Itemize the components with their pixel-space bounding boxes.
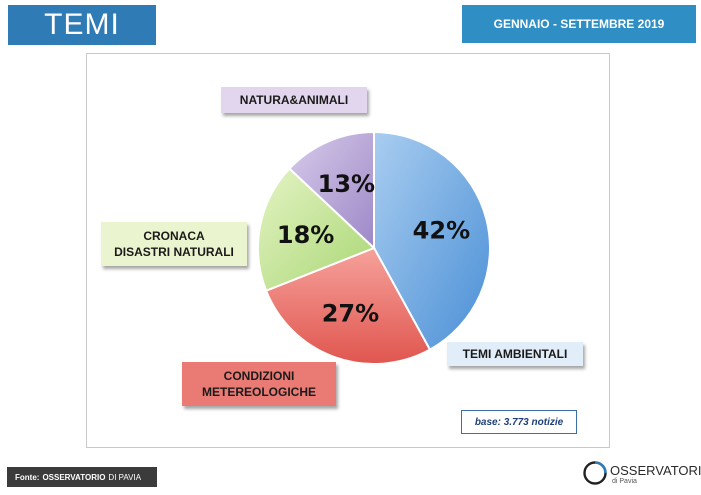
- slice-temi-ambientali: [373, 130, 491, 352]
- period-label: GENNAIO - SETTEMBRE 2019: [462, 5, 696, 43]
- slice-natura-animali: [288, 130, 375, 251]
- slice-condizioni-meteo: [264, 246, 432, 365]
- slice-cronaca-disastri-value: 18%: [277, 221, 334, 249]
- label-condizioni-line1: CONDIZIONI: [223, 369, 295, 383]
- slice-temi-ambientali-value: 42%: [413, 217, 470, 245]
- slice-condizioni-meteo-value: 27%: [322, 299, 379, 327]
- source-credit: Fonte: OSSERVATORIO DI PAVIA: [7, 467, 157, 487]
- source-org: OSSERVATORIO: [42, 472, 106, 482]
- source-suffix: DI PAVIA: [108, 472, 142, 482]
- label-cronaca-disastri: CRONACA DISASTRI NATURALI: [101, 222, 247, 266]
- osservatorio-logo: OSSERVATORIO di Pavia: [582, 458, 701, 490]
- label-condizioni-line2: METEREOLOGICHE: [201, 385, 316, 399]
- page-title: TEMI: [8, 5, 156, 45]
- label-cronaca-line2: DISASTRI NATURALI: [114, 245, 234, 259]
- slice-natura-animali-value: 13%: [318, 170, 375, 198]
- label-condizioni-meteo: CONDIZIONI METEREOLOGICHE: [182, 362, 336, 406]
- logo-ring-icon: [583, 461, 607, 485]
- label-natura-animali: NATURA&ANIMALI: [221, 87, 367, 113]
- logo-name: OSSERVATORIO: [610, 463, 701, 478]
- chart-frame: 42% 27% 18% 13% NATURA&ANIMALI CRONACA DISA…: [86, 53, 610, 448]
- base-note: base: 3.773 notizie: [461, 410, 577, 434]
- source-prefix: Fonte:: [15, 472, 40, 482]
- label-temi-ambientali: TEMI AMBIENTALI: [447, 342, 583, 366]
- logo-sub: di Pavia: [612, 478, 637, 485]
- label-cronaca-line1: CRONACA: [143, 229, 205, 243]
- pie-chart: 42% 27% 18% 13%: [257, 130, 491, 365]
- slice-cronaca-disastri: [257, 167, 376, 293]
